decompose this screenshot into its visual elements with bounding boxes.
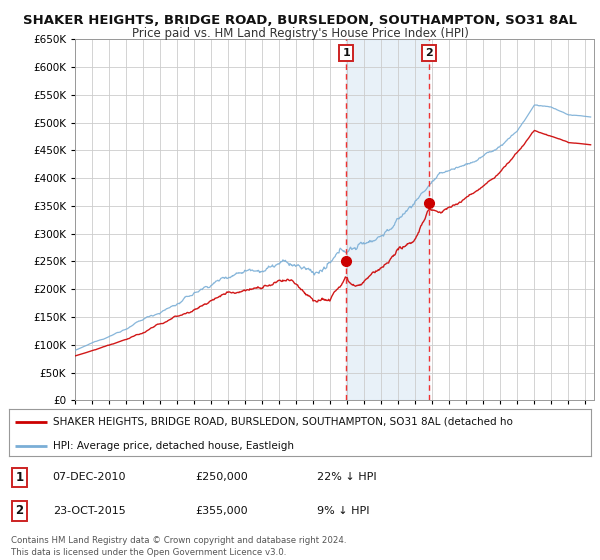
Text: £250,000: £250,000 bbox=[195, 473, 248, 482]
Text: 1: 1 bbox=[16, 471, 23, 484]
Bar bbox=[346, 39, 429, 400]
Text: SHAKER HEIGHTS, BRIDGE ROAD, BURSLEDON, SOUTHAMPTON, SO31 8AL (detached ho: SHAKER HEIGHTS, BRIDGE ROAD, BURSLEDON, … bbox=[53, 417, 512, 427]
Text: 23-OCT-2015: 23-OCT-2015 bbox=[53, 506, 125, 516]
Text: Price paid vs. HM Land Registry's House Price Index (HPI): Price paid vs. HM Land Registry's House … bbox=[131, 27, 469, 40]
Text: SHAKER HEIGHTS, BRIDGE ROAD, BURSLEDON, SOUTHAMPTON, SO31 8AL: SHAKER HEIGHTS, BRIDGE ROAD, BURSLEDON, … bbox=[23, 14, 577, 27]
Text: 07-DEC-2010: 07-DEC-2010 bbox=[53, 473, 126, 482]
Text: 22% ↓ HPI: 22% ↓ HPI bbox=[317, 473, 377, 482]
Text: 1: 1 bbox=[342, 48, 350, 58]
Text: 2: 2 bbox=[16, 505, 23, 517]
Text: HPI: Average price, detached house, Eastleigh: HPI: Average price, detached house, East… bbox=[53, 441, 293, 451]
Text: £355,000: £355,000 bbox=[195, 506, 248, 516]
Text: 2: 2 bbox=[425, 48, 433, 58]
Text: Contains HM Land Registry data © Crown copyright and database right 2024.
This d: Contains HM Land Registry data © Crown c… bbox=[11, 536, 346, 557]
Text: 9% ↓ HPI: 9% ↓ HPI bbox=[317, 506, 370, 516]
